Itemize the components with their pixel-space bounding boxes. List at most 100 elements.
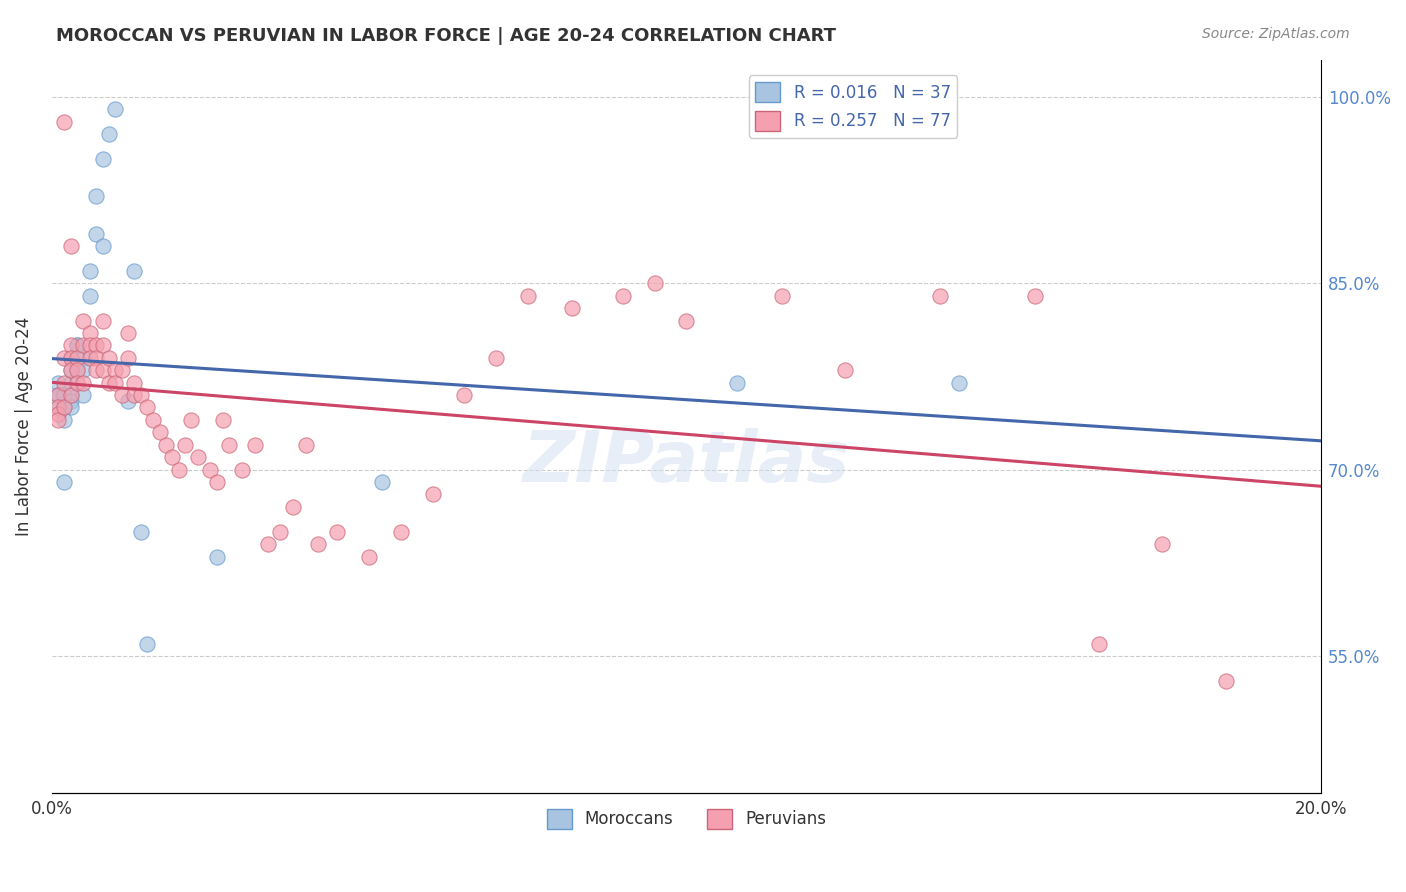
Text: ZIPatlas: ZIPatlas <box>523 428 851 497</box>
Point <box>91 152 114 166</box>
Point <box>167 462 190 476</box>
Point <box>91 338 114 352</box>
Point <box>117 351 139 365</box>
Point <box>149 425 172 440</box>
Point <box>53 114 76 128</box>
Point <box>66 338 89 352</box>
Point <box>218 438 240 452</box>
Point <box>46 388 69 402</box>
Point <box>142 413 165 427</box>
Point <box>53 376 76 390</box>
Point <box>110 388 132 402</box>
Point <box>122 376 145 390</box>
Point <box>59 338 82 352</box>
Point <box>53 388 76 402</box>
Point <box>53 475 76 489</box>
Point <box>104 363 127 377</box>
Point <box>1152 537 1174 551</box>
Point <box>79 326 101 340</box>
Point <box>66 338 89 352</box>
Point <box>72 376 94 390</box>
Point <box>1088 636 1111 650</box>
Point <box>59 394 82 409</box>
Point <box>644 277 666 291</box>
Point <box>46 401 69 415</box>
Point <box>72 351 94 365</box>
Point <box>59 351 82 365</box>
Point <box>91 239 114 253</box>
Point <box>79 351 101 365</box>
Point <box>359 549 381 564</box>
Point <box>675 313 697 327</box>
Point <box>212 413 235 427</box>
Legend: Moroccans, Peruvians: Moroccans, Peruvians <box>540 802 832 836</box>
Point <box>53 388 76 402</box>
Point <box>97 351 120 365</box>
Point <box>59 363 82 377</box>
Point <box>72 388 94 402</box>
Point <box>561 301 583 315</box>
Point <box>256 537 278 551</box>
Point <box>84 363 107 377</box>
Text: Source: ZipAtlas.com: Source: ZipAtlas.com <box>1202 27 1350 41</box>
Point <box>187 450 209 465</box>
Point <box>46 376 69 390</box>
Point <box>122 264 145 278</box>
Point <box>453 388 475 402</box>
Point <box>84 351 107 365</box>
Point <box>59 388 82 402</box>
Point <box>180 413 202 427</box>
Point <box>59 351 82 365</box>
Point <box>231 462 253 476</box>
Point <box>79 288 101 302</box>
Point <box>281 500 304 514</box>
Point <box>59 401 82 415</box>
Point <box>66 376 89 390</box>
Point <box>66 351 89 365</box>
Point <box>53 413 76 427</box>
Text: MOROCCAN VS PERUVIAN IN LABOR FORCE | AGE 20-24 CORRELATION CHART: MOROCCAN VS PERUVIAN IN LABOR FORCE | AG… <box>56 27 837 45</box>
Point <box>72 313 94 327</box>
Point <box>136 636 159 650</box>
Point <box>53 351 76 365</box>
Point <box>326 524 349 539</box>
Point <box>46 388 69 402</box>
Point <box>162 450 184 465</box>
Point <box>72 363 94 377</box>
Point <box>205 549 228 564</box>
Point <box>104 103 127 117</box>
Point <box>59 376 82 390</box>
Point <box>84 338 107 352</box>
Point <box>97 127 120 141</box>
Point <box>307 537 329 551</box>
Point <box>46 413 69 427</box>
Point <box>110 363 132 377</box>
Point <box>91 313 114 327</box>
Point <box>948 376 970 390</box>
Point <box>155 438 177 452</box>
Point <box>770 288 793 302</box>
Point <box>53 401 76 415</box>
Point <box>117 394 139 409</box>
Point <box>389 524 412 539</box>
Point <box>84 189 107 203</box>
Point <box>46 407 69 421</box>
Point <box>84 227 107 241</box>
Point <box>136 401 159 415</box>
Point <box>46 401 69 415</box>
Point <box>929 288 952 302</box>
Point <box>205 475 228 489</box>
Point <box>59 363 82 377</box>
Point <box>53 401 76 415</box>
Point <box>122 388 145 402</box>
Point <box>516 288 538 302</box>
Point <box>79 338 101 352</box>
Point <box>129 388 152 402</box>
Point <box>294 438 316 452</box>
Point <box>72 338 94 352</box>
Point <box>422 487 444 501</box>
Point <box>725 376 748 390</box>
Point <box>117 326 139 340</box>
Point <box>1024 288 1046 302</box>
Point <box>66 363 89 377</box>
